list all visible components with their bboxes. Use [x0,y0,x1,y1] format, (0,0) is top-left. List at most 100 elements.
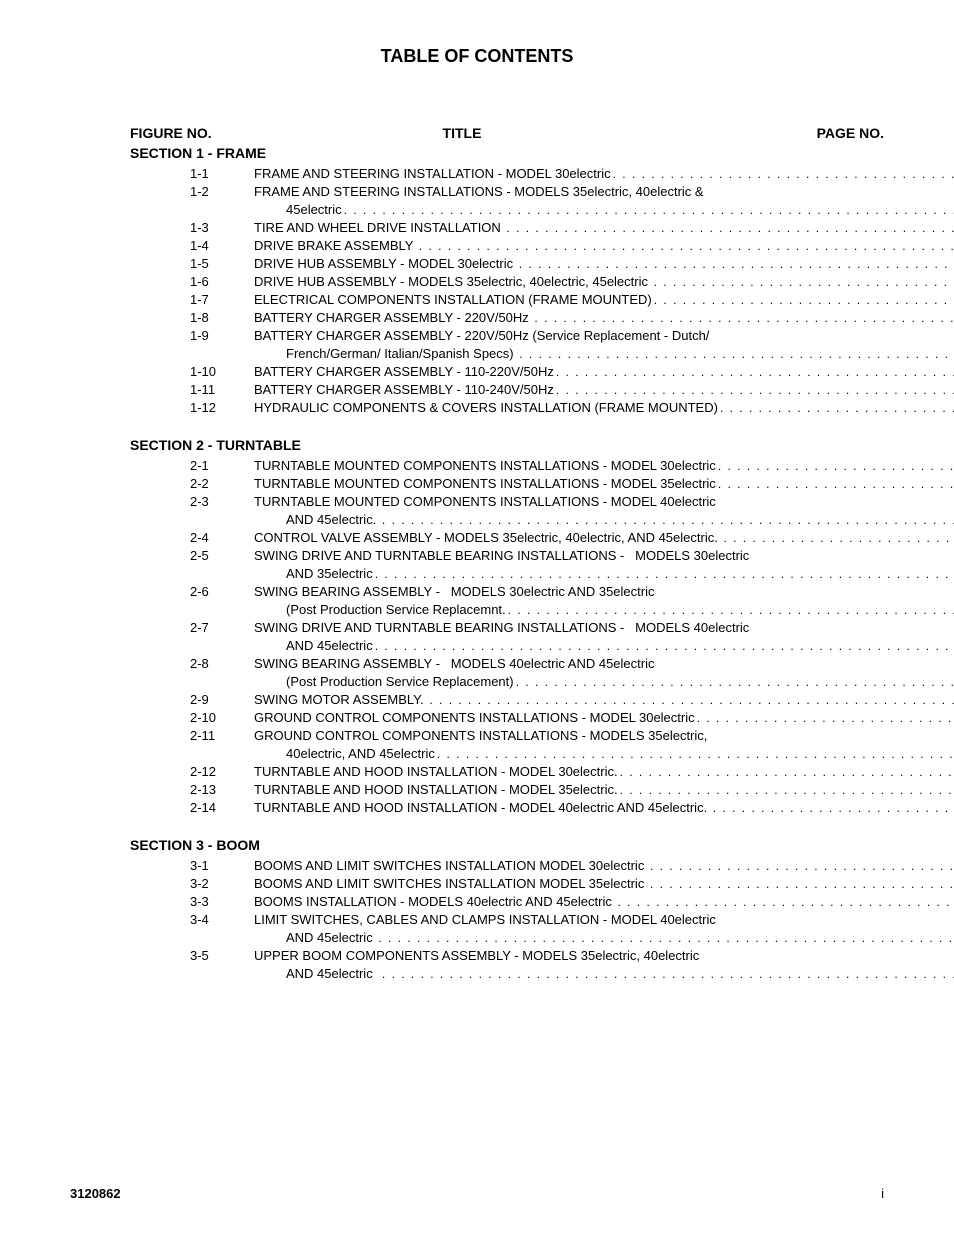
toc-line: DRIVE HUB ASSEMBLY - MODELS 35electric, … [254,273,954,291]
toc-entry-title: BATTERY CHARGER ASSEMBLY - 220V/50Hz (Se… [254,327,709,345]
toc-line: AND 45electric. . . . . . . . . . . . . … [254,637,954,655]
toc-entry-title: TURNTABLE AND HOOD INSTALLATION - MODEL … [254,763,618,781]
page: TABLE OF CONTENTS FIGURE NO. TITLE PAGE … [0,0,954,1235]
toc-line: BATTERY CHARGER ASSEMBLY - 220V/50Hz . .… [254,309,954,327]
toc-entry-title: BATTERY CHARGER ASSEMBLY - 110-240V/50Hz [254,381,554,399]
toc-entry-body: TURNTABLE MOUNTED COMPONENTS INSTALLATIO… [254,475,954,493]
toc-entry-body: TIRE AND WHEEL DRIVE INSTALLATION . . . … [254,219,954,237]
toc-entry: 2-1TURNTABLE MOUNTED COMPONENTS INSTALLA… [190,457,884,475]
toc-line: FRAME AND STEERING INSTALLATIONS - MODEL… [254,183,954,201]
toc-line: BOOMS INSTALLATION - MODELS 40electric A… [254,893,954,911]
toc-entries: 2-1TURNTABLE MOUNTED COMPONENTS INSTALLA… [70,457,884,817]
toc-leader-dots: . . . . . . . . . . . . . . . . . . . . … [373,637,954,655]
toc-entry: 1-1FRAME AND STEERING INSTALLATION - MOD… [190,165,884,183]
toc-entry: 2-7SWING DRIVE AND TURNTABLE BEARING INS… [190,619,884,655]
toc-leader-dots: . . . . . . . . . . . . . . . . . . . . … [718,399,954,417]
toc-entry-title: BOOMS AND LIMIT SWITCHES INSTALLATION MO… [254,857,648,875]
toc-figure-number: 1-3 [190,219,254,237]
toc-leader-dots: . . . . . . . . . . . . . . . . . . . . … [648,875,954,893]
toc-entry-title: SWING BEARING ASSEMBLY - MODELS 40electr… [254,655,654,673]
toc-line: TURNTABLE MOUNTED COMPONENTS INSTALLATIO… [254,457,954,475]
toc-leader-dots: . . . . . . . . . . . . . . . . . . . . … [615,893,954,911]
toc-entry-title: TURNTABLE AND HOOD INSTALLATION - MODEL … [254,799,711,817]
section-header: SECTION 1 - FRAME [70,145,884,161]
toc-entry-body: TURNTABLE MOUNTED COMPONENTS INSTALLATIO… [254,457,954,475]
toc-figure-number: 2-14 [190,799,254,817]
toc-entry-body: TURNTABLE AND HOOD INSTALLATION - MODEL … [254,799,954,817]
toc-line: TURNTABLE AND HOOD INSTALLATION - MODEL … [254,781,954,799]
toc-figure-number: 3-3 [190,893,254,911]
toc-entry-title: DRIVE BRAKE ASSEMBLY [254,237,417,255]
toc-entry-title: FRAME AND STEERING INSTALLATION - MODEL … [254,165,611,183]
toc-entry-title: TURNTABLE MOUNTED COMPONENTS INSTALLATIO… [254,493,716,511]
toc-entry-body: SWING BEARING ASSEMBLY - MODELS 30electr… [254,583,954,619]
toc-line: BOOMS AND LIMIT SWITCHES INSTALLATION MO… [254,857,954,875]
toc-entry-body: BATTERY CHARGER ASSEMBLY - 220V/50Hz (Se… [254,327,954,363]
toc-entry-title: AND 35electric [254,565,373,583]
toc-leader-dots: . . . . . . . . . . . . . . . . . . . . … [376,929,954,947]
toc-line: TURNTABLE AND HOOD INSTALLATION - MODEL … [254,799,954,817]
toc-figure-number: 2-8 [190,655,254,673]
section-block: SECTION 3 - BOOM3-1BOOMS AND LIMIT SWITC… [70,837,884,983]
toc-leader-dots: . . . . . . . . . . . . . . . . . . . . … [716,457,954,475]
sections-container: SECTION 1 - FRAME 1-1FRAME AND STEERING I… [70,145,884,983]
toc-entry: 1-6DRIVE HUB ASSEMBLY - MODELS 35electri… [190,273,884,291]
toc-line: LIMIT SWITCHES, CABLES AND CLAMPS INSTAL… [254,911,954,929]
toc-figure-number: 2-13 [190,781,254,799]
toc-entry: 3-5UPPER BOOM COMPONENTS ASSEMBLY - MODE… [190,947,884,983]
toc-figure-number: 2-4 [190,529,254,547]
toc-entry-body: FRAME AND STEERING INSTALLATIONS - MODEL… [254,183,954,219]
toc-entry-body: LIMIT SWITCHES, CABLES AND CLAMPS INSTAL… [254,911,954,947]
toc-entry-title: SWING DRIVE AND TURNTABLE BEARING INSTAL… [254,547,749,565]
toc-line: SWING BEARING ASSEMBLY - MODELS 30electr… [254,583,954,601]
toc-entries: 3-1BOOMS AND LIMIT SWITCHES INSTALLATION… [70,857,884,983]
toc-leader-dots: . . . . . . . . . . . . . . . . . . . . … [380,965,954,983]
toc-leader-dots: . . . . . . . . . . . . . . . . . . . . … [554,381,954,399]
footer-left: 3120862 [70,1186,121,1201]
toc-figure-number: 2-6 [190,583,254,601]
toc-entry-body: UPPER BOOM COMPONENTS ASSEMBLY - MODELS … [254,947,954,983]
toc-figure-number: 2-11 [190,727,254,745]
toc-figure-number: 3-1 [190,857,254,875]
toc-entry: 2-4CONTROL VALVE ASSEMBLY - MODELS 35ele… [190,529,884,547]
toc-figure-number: 1-2 [190,183,254,201]
toc-entry-body: CONTROL VALVE ASSEMBLY - MODELS 35electr… [254,529,954,547]
toc-leader-dots: . . . . . . . . . . . . . . . . . . . . … [427,691,954,709]
toc-entry-body: TURNTABLE AND HOOD INSTALLATION - MODEL … [254,763,954,781]
toc-line: TURNTABLE MOUNTED COMPONENTS INSTALLATIO… [254,493,954,511]
toc-leader-dots: . . . . . . . . . . . . . . . . . . . . … [517,255,954,273]
toc-entry-body: BATTERY CHARGER ASSEMBLY - 110-220V/50Hz… [254,363,954,381]
toc-entry-title: ELECTRICAL COMPONENTS INSTALLATION (FRAM… [254,291,652,309]
toc-figure-number: 1-11 [190,381,254,399]
toc-entry-body: SWING BEARING ASSEMBLY - MODELS 40electr… [254,655,954,691]
toc-entry-title: TURNTABLE MOUNTED COMPONENTS INSTALLATIO… [254,457,716,475]
toc-entry-title: 45electric [254,201,342,219]
toc-figure-number: 1-10 [190,363,254,381]
toc-entry-title: GROUND CONTROL COMPONENTS INSTALLATIONS … [254,709,695,727]
toc-entry: 3-4LIMIT SWITCHES, CABLES AND CLAMPS INS… [190,911,884,947]
toc-entry-body: DRIVE HUB ASSEMBLY - MODELS 35electric, … [254,273,954,291]
toc-leader-dots: . . . . . . . . . . . . . . . . . . . . … [652,273,954,291]
toc-figure-number: 2-3 [190,493,254,511]
toc-entry-title: 40electric, AND 45electric [254,745,435,763]
toc-figure-number: 2-5 [190,547,254,565]
toc-entry-body: TURNTABLE MOUNTED COMPONENTS INSTALLATIO… [254,493,954,529]
toc-line: GROUND CONTROL COMPONENTS INSTALLATIONS … [254,727,954,745]
toc-figure-number: 1-5 [190,255,254,273]
toc-leader-dots: . . . . . . . . . . . . . . . . . . . . … [554,363,954,381]
toc-entries: 1-1FRAME AND STEERING INSTALLATION - MOD… [70,165,884,417]
toc-line: ELECTRICAL COMPONENTS INSTALLATION (FRAM… [254,291,954,309]
toc-entry-title: HYDRAULIC COMPONENTS & COVERS INSTALLATI… [254,399,718,417]
toc-line: BOOMS AND LIMIT SWITCHES INSTALLATION MO… [254,875,954,893]
toc-entry-title: SWING MOTOR ASSEMBLY. [254,691,427,709]
toc-entry-body: HYDRAULIC COMPONENTS & COVERS INSTALLATI… [254,399,954,417]
toc-leader-dots: . . . . . . . . . . . . . . . . . . . . … [618,781,954,799]
toc-entry: 1-8BATTERY CHARGER ASSEMBLY - 220V/50Hz … [190,309,884,327]
toc-line: TURNTABLE MOUNTED COMPONENTS INSTALLATIO… [254,475,954,493]
toc-entry-title: DRIVE HUB ASSEMBLY - MODEL 30electric [254,255,517,273]
toc-line: 45electric. . . . . . . . . . . . . . . … [254,201,954,219]
toc-figure-number: 3-4 [190,911,254,929]
toc-entry: 2-2TURNTABLE MOUNTED COMPONENTS INSTALLA… [190,475,884,493]
toc-leader-dots: . . . . . . . . . . . . . . . . . . . . … [611,165,954,183]
toc-leader-dots: . . . . . . . . . . . . . . . . . . . . … [380,511,954,529]
